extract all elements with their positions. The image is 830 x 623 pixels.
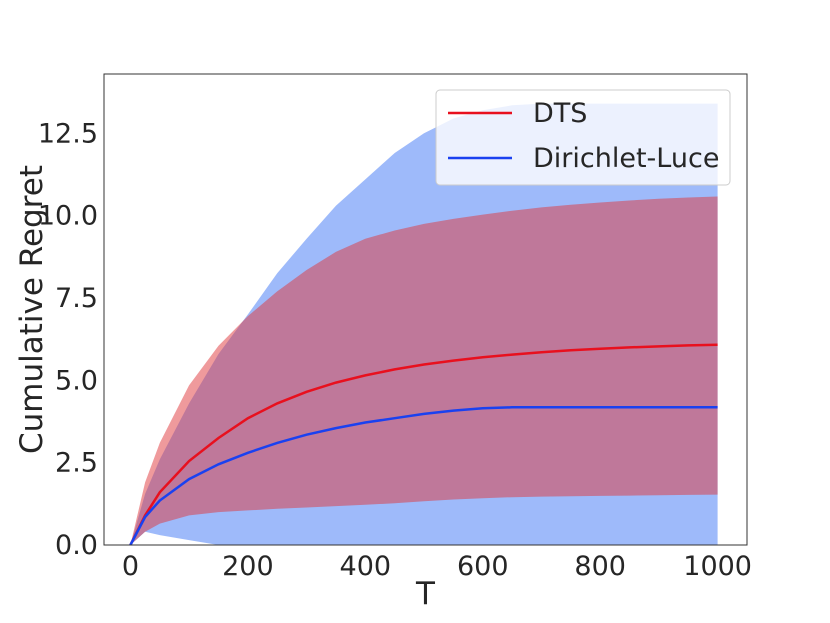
line-dirichlet-luce — [129, 406, 718, 546]
y-axis-ticks: 0.0 2.5 5.0 7.5 10.0 12.5 — [38, 118, 98, 561]
y-tick-label: 12.5 — [38, 118, 98, 149]
plot-frame — [103, 73, 748, 546]
y-tick-label: 10.0 — [38, 201, 98, 232]
x-tick-label: 0 — [122, 551, 139, 582]
x-tick-label: 600 — [457, 551, 509, 582]
x-tick-label: 800 — [574, 551, 626, 582]
confidence-bands — [130, 103, 718, 545]
band-dts — [130, 196, 718, 545]
x-tick-label: 200 — [222, 551, 274, 582]
x-tick-label: 400 — [340, 551, 392, 582]
x-axis-ticks: 0 200 400 600 800 1000 — [122, 551, 752, 582]
legend: DTS Dirichlet-Luce — [435, 89, 731, 186]
y-tick-label: 0.0 — [55, 530, 98, 561]
y-axis-label: Cumulative Regret — [14, 165, 50, 454]
x-tick-label: 1000 — [683, 551, 752, 582]
x-axis-label: T — [415, 576, 436, 612]
line-dts — [129, 343, 718, 546]
y-tick-label: 2.5 — [55, 448, 98, 479]
y-tick-label: 7.5 — [55, 283, 98, 314]
y-tick-label: 5.0 — [55, 365, 98, 396]
series-lines — [129, 343, 718, 546]
legend-label-dts: DTS — [533, 98, 587, 129]
legend-label-dirichlet-luce: Dirichlet-Luce — [533, 143, 719, 174]
